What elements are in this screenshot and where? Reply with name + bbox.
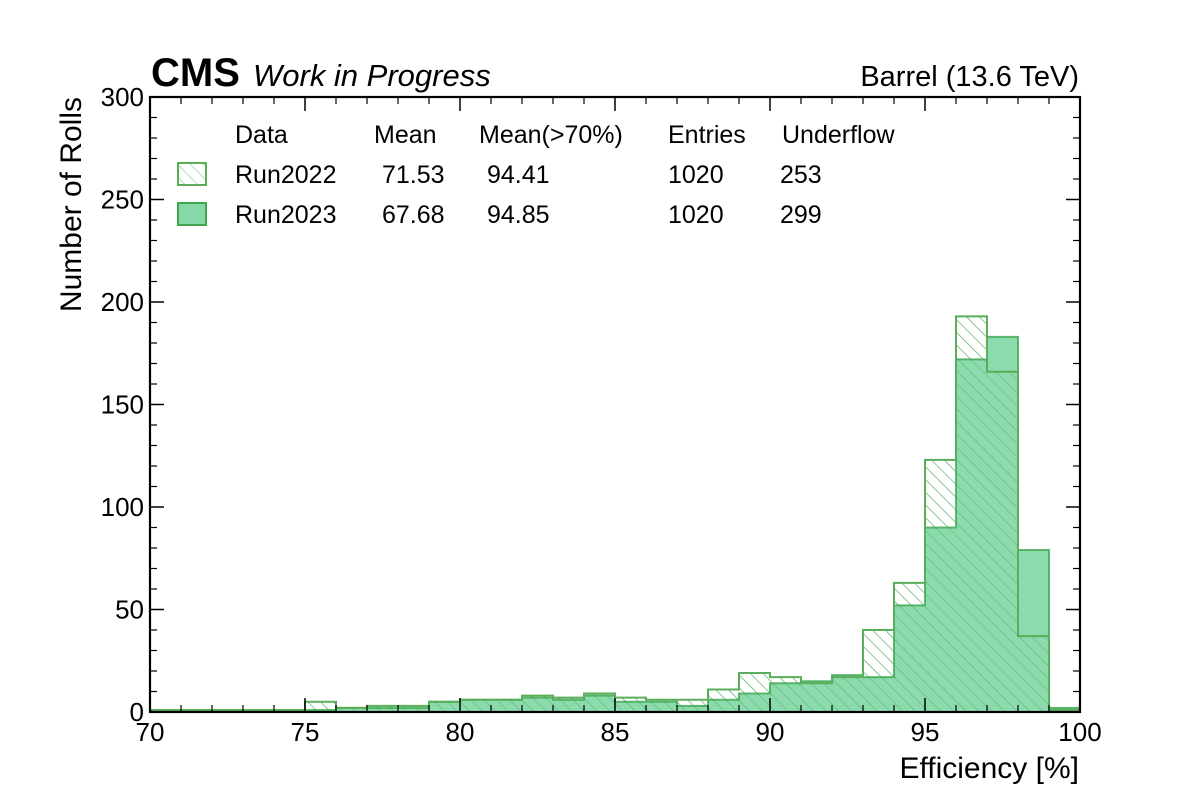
bar-run2022-hatch [739,673,770,712]
legend-row-run2023-mean70: 94.85 [487,201,550,229]
y-tick-label: 300 [101,82,144,112]
bar-run2022-hatch [832,677,863,712]
bar-run2022-hatch [677,699,708,712]
legend-row-run2023-entries: 1020 [668,201,724,229]
legend-row-run2023-data: Run2023 [235,201,336,229]
legend-swatch-run2023 [177,202,207,226]
bar-run2022-hatch [863,630,894,712]
y-tick-label: 150 [101,390,144,420]
x-tick-label: 90 [756,717,785,747]
y-tick-label: 0 [130,697,144,727]
legend-row-run2023-mean: 67.68 [382,201,445,229]
y-tick-label: 50 [115,595,144,625]
bar-run2022-hatch [584,693,615,712]
legend-header-mean70: Mean(>70%) [479,121,623,149]
bar-run2022-hatch [987,371,1018,712]
bar-run2022-hatch [1018,636,1049,712]
bar-run2022-hatch [522,695,553,712]
bar-run2022-hatch [925,459,956,712]
bar-run2022-hatch [429,701,460,712]
legend: Data Mean Mean(>70%) Entries Underflow R… [177,121,895,229]
bar-run2022-hatch [491,699,522,712]
bar-run2022-hatch [894,582,925,712]
legend-swatch-run2022 [177,162,207,186]
legend-header-underflow: Underflow [782,121,895,149]
legend-header-mean: Mean [374,121,437,149]
bar-run2022-hatch [801,683,832,712]
bar-run2022-hatch [398,705,429,712]
legend-row-run2023-underflow: 299 [780,201,822,229]
bar-run2022-hatch [615,697,646,712]
x-tick-label: 85 [601,717,630,747]
x-tick-label: 80 [446,717,475,747]
bar-run2022-hatch [553,697,584,712]
legend-row-run2022-underflow: 253 [780,161,822,189]
legend-header-entries: Entries [668,121,746,149]
bar-run2022-hatch [305,701,336,712]
bar-run2022-hatch [367,705,398,712]
status-label: Work in Progress [253,58,491,93]
bar-run2022-hatch [770,677,801,712]
legend-row-run2022-mean70: 94.41 [487,161,550,189]
bar-run2022-hatch [956,316,987,712]
legend-header-data: Data [235,121,288,149]
x-axis-title: Efficiency [%] [899,752,1079,785]
x-tick-label: 75 [291,717,320,747]
y-axis-title: Number of Rolls [55,97,88,312]
legend-row-run2022-data: Run2022 [235,161,336,189]
x-tick-label: 70 [136,717,165,747]
x-tick-label: 95 [911,717,940,747]
y-tick-label: 200 [101,287,144,317]
legend-row-run2022-mean: 71.53 [382,161,445,189]
series-run2022-overlay [149,315,1081,712]
y-tick-label: 250 [101,185,144,215]
x-tick-label: 100 [1058,717,1101,747]
bar-run2022-hatch [708,689,739,712]
bar-run2022-hatch [336,707,367,712]
region-energy-label: Barrel (13.6 TeV) [860,61,1079,93]
legend-row-run2022-entries: 1020 [668,161,724,189]
bar-run2022-hatch [646,699,677,712]
experiment-label: CMS [151,51,240,95]
y-tick-label: 100 [101,492,144,522]
bar-run2022-hatch [460,699,491,712]
axis-ticks: 70 75 80 85 90 95 100 0 50 100 150 200 250 300 [101,82,1102,747]
